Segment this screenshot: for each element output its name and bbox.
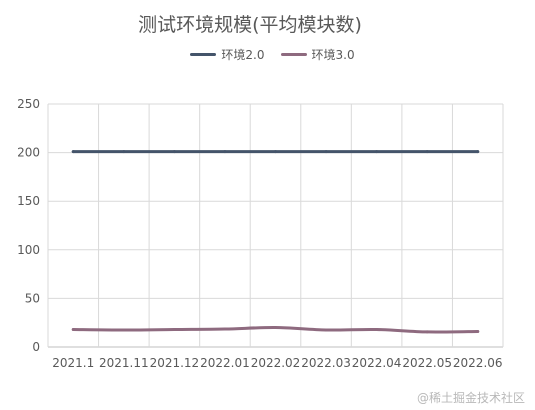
y-tick-label: 100 — [17, 243, 40, 257]
data-point-env2-3 — [223, 150, 227, 154]
data-point-env3-2 — [172, 328, 176, 332]
data-point-env3-8 — [476, 329, 480, 333]
legend-item-env3: 环境3.0 — [280, 46, 355, 63]
data-point-env3-0 — [71, 328, 75, 332]
data-point-env2-7 — [425, 150, 429, 154]
y-tick-label: 250 — [17, 97, 40, 111]
legend-swatch-env2 — [190, 53, 217, 56]
data-point-env2-8 — [476, 150, 480, 154]
data-point-env3-3 — [223, 327, 227, 331]
x-tick-label: 2021.12 — [150, 356, 200, 370]
x-tick-label: 2022.06 — [453, 356, 503, 370]
y-tick-label: 0 — [32, 340, 40, 354]
watermark: @稀土掘金技术社区 — [416, 391, 525, 405]
data-point-env2-0 — [71, 150, 75, 154]
legend-label-env3: 环境3.0 — [311, 48, 355, 62]
y-tick-label: 200 — [17, 146, 40, 160]
data-point-env3-1 — [122, 328, 126, 332]
x-tick-label: 2022.01 — [200, 356, 250, 370]
legend-item-env2: 环境2.0 — [190, 46, 265, 63]
data-point-env2-4 — [274, 150, 277, 154]
x-tick-label: 2022.05 — [402, 356, 452, 370]
y-tick-label: 150 — [17, 194, 40, 208]
x-tick-label: 2021.1 — [52, 356, 94, 370]
data-point-env2-6 — [375, 150, 379, 154]
x-tick-label: 2022.02 — [251, 356, 301, 370]
legend: 环境2.0 环境3.0 — [0, 46, 535, 63]
data-point-env2-5 — [324, 150, 328, 154]
legend-swatch-env3 — [280, 53, 307, 56]
y-tick-label: 50 — [25, 291, 40, 305]
data-point-env2-1 — [122, 150, 126, 154]
data-point-env2-2 — [172, 150, 176, 154]
x-tick-label: 2022.03 — [301, 356, 351, 370]
data-point-env3-4 — [274, 326, 277, 330]
data-point-env3-6 — [375, 328, 379, 332]
x-tick-label: 2022.04 — [352, 356, 402, 370]
data-point-env3-5 — [324, 328, 328, 332]
chart-title: 测试环境规模(平均模块数) — [138, 14, 362, 36]
data-point-env3-7 — [425, 330, 429, 334]
x-tick-label: 2021.11 — [99, 356, 149, 370]
legend-label-env2: 环境2.0 — [221, 48, 265, 62]
